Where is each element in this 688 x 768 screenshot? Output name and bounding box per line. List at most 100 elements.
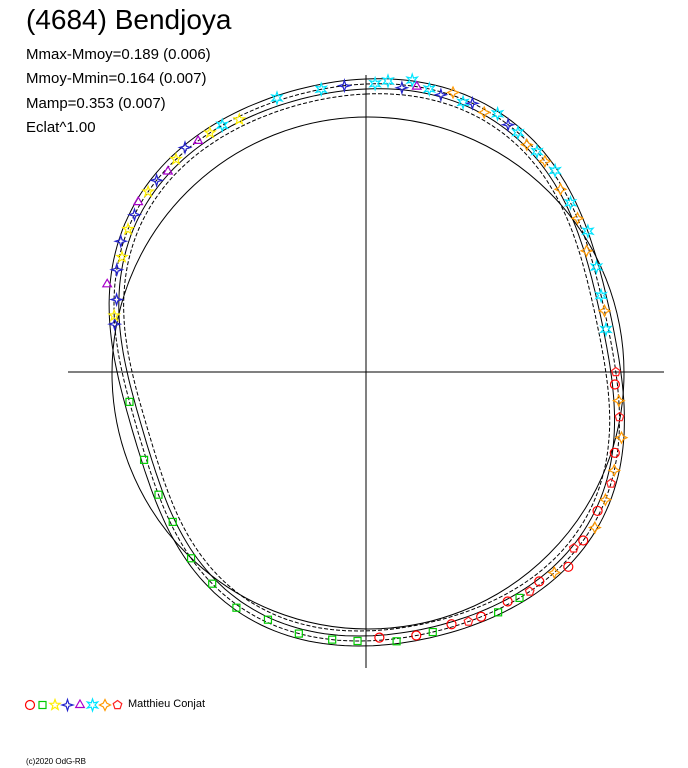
data-point-star6 — [594, 287, 609, 304]
stat-mamp: Mamp=0.353 (0.007) — [26, 95, 166, 112]
data-point-circle — [502, 596, 513, 607]
data-point-square — [232, 603, 241, 612]
data-point-square — [328, 635, 337, 644]
data-point-pentagon — [568, 543, 579, 553]
legend-marker-pentagon — [112, 699, 123, 710]
data-point-yellow-star — [107, 308, 122, 322]
data-point-square — [263, 615, 273, 624]
data-point-pentagon — [524, 586, 535, 596]
legend-marker-yellow-star — [48, 697, 62, 711]
data-point-pentagon — [463, 616, 474, 626]
fit-curves — [108, 78, 625, 647]
data-point-yellow-star — [202, 125, 217, 139]
data-point-diamond — [597, 303, 612, 318]
data-point-diamond — [598, 492, 613, 507]
stat-mmoy-mmin: Mmoy-Mmin=0.164 (0.007) — [26, 70, 207, 87]
data-point-star4 — [433, 87, 449, 103]
fit-curve-upper — [113, 83, 621, 642]
stat-mmax-mmoy: Mmax-Mmoy=0.189 (0.006) — [26, 46, 211, 63]
reference-circle — [111, 116, 625, 630]
data-point-star6 — [510, 124, 525, 141]
data-point-diamond — [553, 182, 568, 197]
data-point-triangle — [101, 278, 113, 288]
data-point-diamond — [614, 430, 629, 445]
data-point-yellow-star — [169, 151, 184, 166]
legend-marker-triangle — [74, 698, 86, 709]
data-point-yellow-star — [121, 221, 135, 236]
data-point-star4 — [394, 80, 410, 96]
data-point-star6 — [580, 223, 595, 240]
data-point-pentagon — [605, 478, 616, 488]
data-point-square — [494, 608, 503, 617]
data-point-diamond — [547, 565, 562, 580]
data-point-star6 — [422, 81, 437, 97]
chart-title: (4684) Bendjoya — [26, 4, 232, 35]
legend-marker-square — [38, 700, 47, 710]
legend-marker-diamond — [98, 698, 112, 712]
data-point-circle — [476, 611, 487, 622]
data-point-star6 — [368, 75, 383, 92]
data-point-triangle — [162, 165, 174, 175]
data-markers — [101, 72, 629, 646]
data-point-star6 — [314, 81, 329, 98]
data-point-circle — [534, 576, 545, 587]
data-point-star6 — [381, 73, 395, 89]
data-point-circle — [592, 505, 603, 517]
data-point-star6 — [563, 194, 578, 211]
legend-marker-circle — [24, 699, 36, 711]
data-point-circle — [609, 379, 620, 390]
data-point-square — [154, 490, 163, 499]
fit-curve-lower — [123, 93, 611, 632]
axes — [68, 75, 664, 668]
data-point-diamond — [607, 463, 622, 478]
copyright: (c)2020 OdG-RB — [26, 757, 87, 766]
data-point-square — [294, 629, 303, 638]
data-point-square — [125, 397, 134, 406]
fit-curve — [118, 88, 616, 637]
data-point-diamond — [519, 137, 534, 152]
data-point-triangle — [132, 195, 144, 206]
data-point-star4 — [464, 95, 481, 111]
data-point-circle — [446, 619, 457, 630]
data-point-circle — [609, 447, 620, 458]
data-point-circle — [563, 561, 574, 572]
data-point-star6 — [589, 259, 604, 276]
data-point-star4 — [113, 233, 129, 249]
data-point-star4 — [336, 78, 353, 94]
data-point-star6 — [490, 105, 505, 122]
data-point-diamond — [446, 85, 460, 100]
data-point-triangle — [411, 80, 423, 90]
data-point-square — [515, 593, 524, 603]
data-point-star4 — [109, 262, 125, 278]
data-point-square — [168, 517, 177, 527]
data-point-square — [186, 554, 196, 563]
data-point-yellow-star — [232, 112, 247, 126]
data-point-diamond — [537, 154, 552, 169]
data-point-square — [353, 636, 362, 646]
data-point-square — [428, 627, 437, 637]
data-point-star6 — [270, 90, 284, 106]
data-point-triangle — [192, 134, 204, 144]
data-point-star4 — [107, 316, 123, 332]
data-point-diamond — [570, 211, 585, 226]
data-point-square — [208, 579, 217, 588]
data-point-star6 — [405, 72, 420, 89]
data-point-star6 — [456, 94, 471, 111]
data-point-square — [139, 455, 149, 464]
data-point-star6 — [530, 143, 544, 160]
data-point-circle — [411, 630, 422, 641]
data-point-star6 — [598, 321, 613, 338]
data-point-yellow-star — [115, 249, 129, 264]
data-point-diamond — [579, 243, 594, 258]
data-point-star4 — [126, 207, 143, 223]
data-point-pentagon — [610, 366, 621, 377]
data-point-star6 — [215, 117, 230, 134]
data-point-star4 — [500, 117, 516, 133]
data-point-circle — [578, 535, 589, 546]
legend-marker-star6 — [85, 697, 100, 713]
data-point-diamond — [587, 520, 602, 535]
data-point-pentagon — [614, 411, 625, 422]
stat-eclat: Eclat^1.00 — [26, 119, 96, 136]
legend-marker-star4 — [59, 697, 76, 713]
